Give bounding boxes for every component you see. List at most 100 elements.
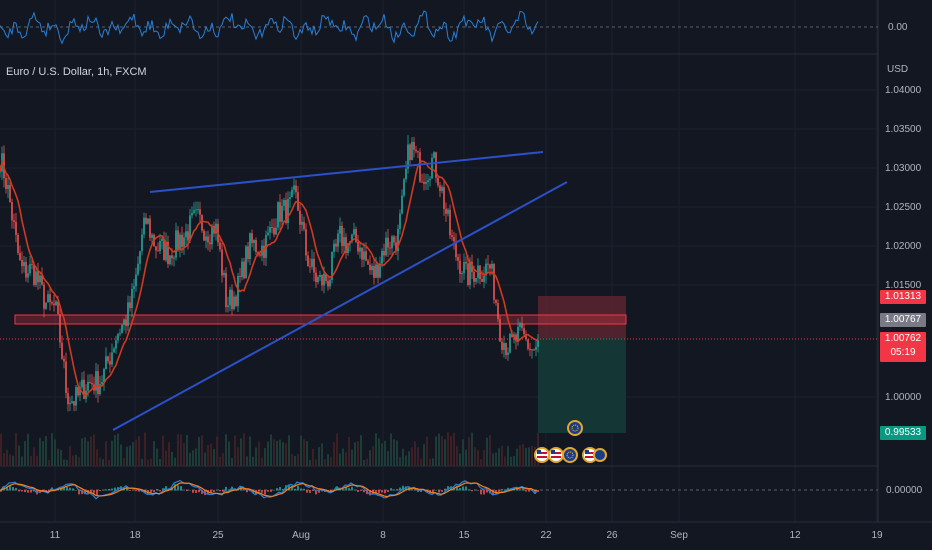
candle-body (25, 261, 27, 278)
volume-bar (264, 448, 266, 466)
candle-body (381, 250, 383, 264)
signal-line[interactable] (0, 482, 538, 498)
price-candles (0, 135, 539, 412)
candle-body (253, 239, 255, 244)
volume-bar (249, 436, 251, 466)
volume-bar (36, 455, 38, 466)
volume-bar (408, 451, 410, 466)
candle-body (69, 402, 71, 405)
candle-body (353, 229, 355, 235)
candle-body (509, 334, 511, 353)
stop-loss-zone[interactable] (538, 296, 626, 338)
volume-bar (183, 443, 185, 466)
volume-bar (444, 439, 446, 466)
volume-bar (432, 458, 434, 466)
volume-bar (240, 438, 242, 466)
volume-bar (390, 433, 392, 466)
macd-line[interactable] (0, 479, 538, 500)
histogram-bar (525, 490, 527, 492)
volume-bar (72, 455, 74, 466)
us-flag-icon[interactable] (534, 447, 550, 463)
volume-bar (462, 439, 464, 466)
candle-body (491, 263, 493, 269)
volume-bar (342, 448, 344, 466)
candle-body (0, 171, 1, 173)
candle-body (43, 284, 45, 309)
volume-bar (378, 438, 380, 466)
volume-bar (63, 459, 65, 466)
bottom-histogram (0, 484, 539, 496)
price-axis[interactable]: 1.04000 1.03500 1.03000 1.02500 1.02000 1.015… (885, 85, 922, 403)
upper-channel-trendline[interactable] (149, 151, 544, 193)
time-tick-label: 15 (458, 530, 470, 541)
histogram-bar (387, 490, 389, 492)
candle-body (461, 273, 463, 275)
candle-body (423, 181, 425, 184)
us-flag-icon[interactable] (548, 447, 564, 463)
candle-body (189, 215, 191, 241)
histogram-bar (414, 488, 416, 491)
chart-title[interactable]: Euro / U.S. Dollar, 1h, FXCM (6, 66, 147, 78)
candle-body (305, 229, 307, 256)
top-oscillator-line[interactable] (0, 10, 539, 45)
volume-bar (174, 457, 176, 466)
eu-flag-icon[interactable] (562, 447, 578, 463)
candle-body (475, 278, 477, 282)
candle-body (203, 230, 205, 241)
histogram-bar (351, 486, 353, 491)
histogram-bar (471, 490, 473, 492)
volume-bar (225, 434, 227, 466)
candle-body (489, 264, 491, 269)
histogram-bar (399, 487, 401, 491)
candle-body (143, 217, 145, 235)
candle-body (157, 250, 159, 252)
volume-bar (483, 450, 485, 466)
eu-flag-icon[interactable] (567, 420, 583, 436)
economic-events[interactable] (534, 420, 607, 463)
candle-body (47, 294, 49, 303)
histogram-bar (462, 486, 464, 491)
time-tick-label: 8 (380, 530, 386, 541)
histogram-bar (396, 489, 398, 491)
volume-bar (393, 439, 395, 466)
volume-bar (171, 451, 173, 466)
histogram-bar (84, 490, 86, 495)
volume-bar (105, 441, 107, 466)
candle-body (117, 334, 119, 341)
candle-body (433, 152, 435, 158)
eu-flag-icon[interactable] (593, 448, 607, 462)
volume-bar (159, 458, 161, 466)
volume-bar (234, 435, 236, 466)
volume-bar (48, 459, 50, 466)
volume-bar (363, 459, 365, 466)
histogram-bar (318, 490, 320, 493)
volume-bar (522, 444, 524, 466)
candle-body (285, 199, 287, 223)
candle-body (223, 272, 225, 276)
volume-bar (90, 436, 92, 466)
volume-bar (138, 436, 140, 466)
histogram-bar (495, 490, 497, 494)
candle-body (127, 302, 129, 326)
candle-body (185, 231, 187, 238)
histogram-bar (33, 490, 35, 492)
volume-bar (525, 447, 527, 466)
histogram-bar (306, 490, 308, 493)
histogram-bar (216, 489, 218, 491)
candle-body (193, 210, 195, 213)
volume-bar (120, 444, 122, 466)
candle-body (91, 382, 93, 385)
support-resistance-zone[interactable] (14, 314, 627, 325)
histogram-bar (270, 490, 272, 492)
take-profit-zone[interactable] (538, 338, 626, 433)
rising-support-trendline[interactable] (112, 181, 568, 431)
volume-bar (324, 459, 326, 466)
candle-body (309, 266, 311, 268)
histogram-bar (492, 490, 494, 496)
histogram-bar (45, 490, 47, 492)
candle-body (61, 342, 63, 359)
time-axis[interactable]: 11 18 25 Aug 8 15 22 26 Sep 12 19 (50, 530, 883, 541)
volume-bar (21, 456, 23, 466)
histogram-bar (78, 490, 80, 495)
